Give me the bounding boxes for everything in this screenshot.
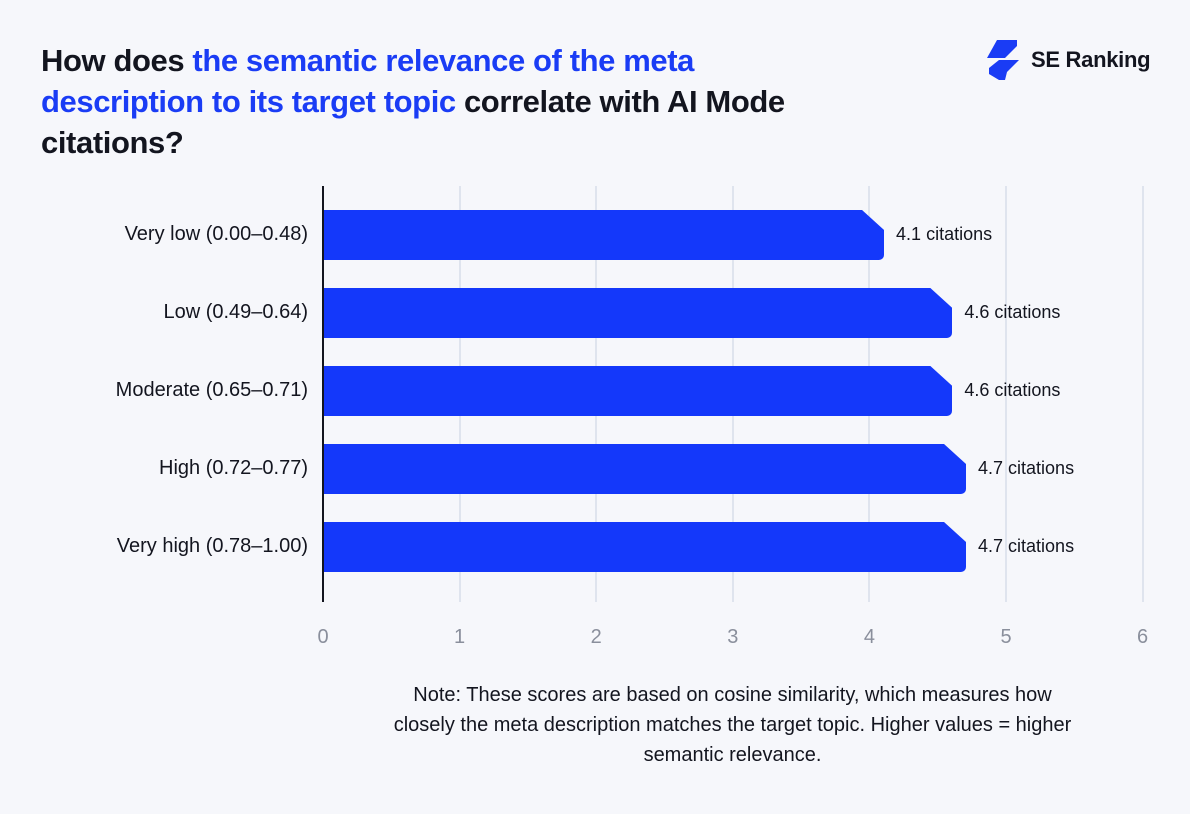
chart-title: How does the semantic relevance of the m… [41,40,861,163]
bar-value-label: 4.6 citations [964,302,1061,322]
gridline [1005,186,1007,602]
bar [324,288,952,338]
title-highlight: the semantic relevance of the meta descr… [41,43,694,119]
x-tick-label: 5 [1000,626,1012,648]
bar [324,366,952,416]
chart-note: Note: These scores are based on cosine s… [393,684,1072,766]
bar-value-label: 4.1 citations [896,224,993,244]
bar-value-label: 4.7 citations [978,536,1075,556]
logo-text: SE Ranking [1031,47,1151,72]
x-tick-label: 2 [590,626,602,648]
x-tick-label: 0 [317,626,329,648]
x-tick-label: 4 [863,626,875,648]
category-label: Low (0.49–0.64) [163,301,308,323]
bar [324,444,966,494]
title-part-1: How does [41,43,193,78]
bar [324,522,966,572]
category-label: High (0.72–0.77) [159,457,308,479]
gridline [1141,186,1144,602]
bar [324,210,884,260]
category-label: Moderate (0.65–0.71) [115,379,308,401]
x-tick-label: 6 [1137,626,1149,648]
x-tick-label: 3 [727,626,739,648]
se-ranking-logo: SE Ranking [985,40,1151,80]
x-tick-label: 1 [454,626,466,648]
y-axis-line [322,186,324,602]
se-ranking-logo-icon [987,40,1019,80]
category-label: Very low (0.00–0.48) [124,223,308,245]
category-label: Very high (0.78–1.00) [116,535,308,557]
bar-value-label: 4.6 citations [964,380,1061,400]
bar-value-label: 4.7 citations [978,458,1075,478]
title-part-2: correlate with AI Mode citations? [41,84,785,160]
